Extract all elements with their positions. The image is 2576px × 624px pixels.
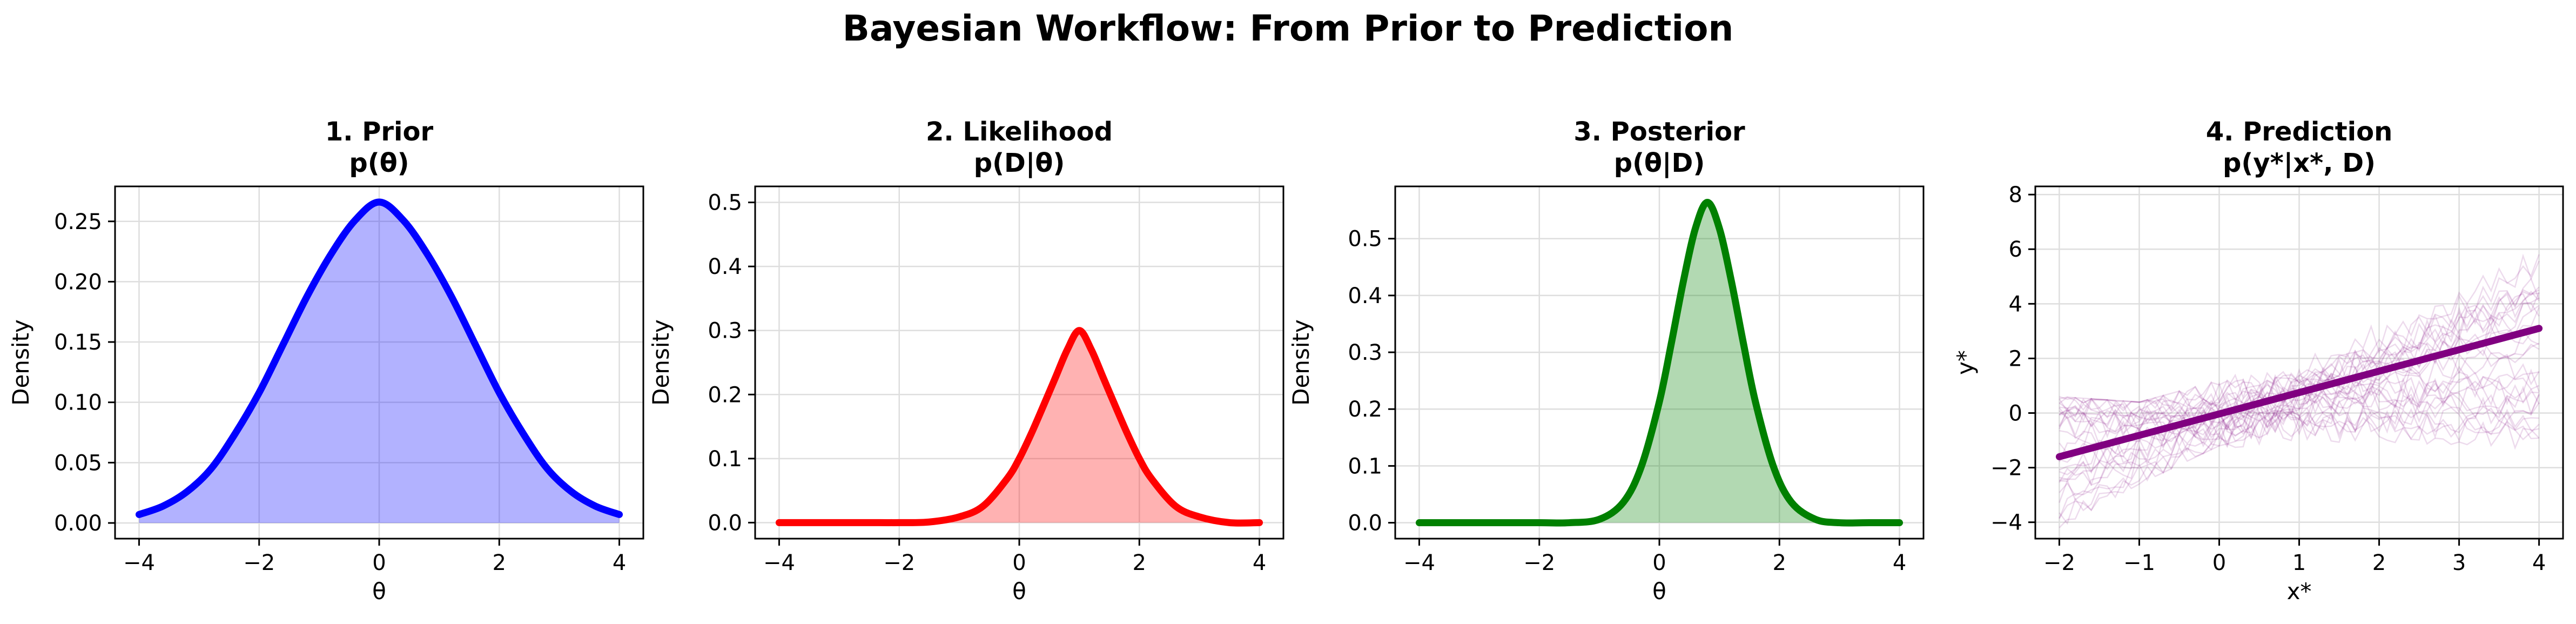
x-tick-label: −1 xyxy=(2123,551,2155,575)
x-tick-label: 4 xyxy=(2532,551,2546,575)
chart-subtitle: p(θ|D) xyxy=(1614,148,1705,178)
y-axis-label: Density xyxy=(648,319,674,406)
x-axis-label: θ xyxy=(372,578,386,605)
y-tick-label: 0.05 xyxy=(54,451,102,475)
y-tick-label: 0.0 xyxy=(1348,511,1382,536)
y-tick-label: 0.25 xyxy=(54,210,102,234)
y-tick-label: 4 xyxy=(2009,292,2022,317)
x-tick-label: 4 xyxy=(1253,551,1266,575)
density-curve xyxy=(1415,198,1904,527)
prediction-sample-line xyxy=(2059,292,2539,482)
y-axis-label: Density xyxy=(1288,319,1314,406)
prediction-sample-line xyxy=(2059,377,2539,419)
prediction-sample-line xyxy=(2059,406,2539,439)
y-tick-label: −2 xyxy=(1990,456,2022,481)
prediction-sample-line xyxy=(2059,392,2540,439)
prediction-sample-line xyxy=(2059,292,2540,471)
prediction-sample-line xyxy=(2059,305,2540,519)
prediction-sample-line xyxy=(2059,397,2540,441)
figure-title: Bayesian Workflow: From Prior to Predict… xyxy=(842,8,1734,49)
x-tick-label: 0 xyxy=(1012,551,1026,575)
y-tick-label: 0.00 xyxy=(54,511,102,536)
x-axis-label: θ xyxy=(1652,578,1666,605)
x-tick-label: 4 xyxy=(1893,551,1906,575)
x-axis-label: x* xyxy=(2287,578,2312,605)
prediction-sample-line xyxy=(2059,406,2539,442)
prediction-sample-line xyxy=(2059,307,2540,486)
y-tick-label: 0.0 xyxy=(708,511,742,535)
y-tick-label: 0.1 xyxy=(1348,454,1382,479)
x-tick-label: −4 xyxy=(123,551,155,575)
x-tick-label: −2 xyxy=(1523,551,1555,575)
chart-title: 3. Posterior xyxy=(1573,117,1745,147)
chart-subtitle: p(y*|x*, D) xyxy=(2223,148,2376,178)
density-fill-area xyxy=(1419,202,1900,524)
prediction-sample-line xyxy=(2059,353,2539,481)
chart-subtitle: p(D|θ) xyxy=(974,148,1065,178)
prediction-sample-line xyxy=(2059,373,2540,411)
x-tick-label: −2 xyxy=(243,551,275,575)
prediction-sample-line xyxy=(2059,277,2540,486)
prediction-sample-line xyxy=(2059,254,2540,480)
chart-title: 1. Prior xyxy=(325,117,434,147)
density-fill-area xyxy=(139,202,620,523)
y-tick-label: 6 xyxy=(2009,237,2022,262)
y-tick-label: 0.20 xyxy=(54,270,102,294)
x-tick-label: −4 xyxy=(763,551,795,575)
prediction-sample-line xyxy=(2059,385,2540,419)
y-tick-label: 0.5 xyxy=(708,191,742,216)
chart-title: 2. Likelihood xyxy=(926,117,1113,147)
y-tick-label: 0.3 xyxy=(708,319,742,344)
x-tick-label: 0 xyxy=(372,551,386,575)
y-tick-label: 0.2 xyxy=(1348,397,1382,422)
x-tick-label: 2 xyxy=(1133,551,1146,575)
x-tick-label: −2 xyxy=(2043,551,2075,575)
y-tick-label: 0 xyxy=(2009,401,2022,426)
x-tick-label: 1 xyxy=(2292,551,2306,575)
x-tick-label: 0 xyxy=(2212,551,2226,575)
x-tick-label: 3 xyxy=(2452,551,2466,575)
prediction-sample-line xyxy=(2059,253,2540,528)
y-axis-label: y* xyxy=(1952,350,1979,375)
y-tick-label: 0.15 xyxy=(54,330,102,355)
prediction-sample-line xyxy=(2059,286,2540,463)
y-tick-label: 0.2 xyxy=(708,383,742,407)
x-tick-label: 2 xyxy=(1773,551,1786,575)
density-curve xyxy=(775,327,1263,527)
chart-title: 4. Prediction xyxy=(2206,117,2393,147)
prediction-mean-line xyxy=(2055,325,2543,460)
x-tick-label: −4 xyxy=(1403,551,1435,575)
y-tick-label: 0.4 xyxy=(1348,284,1382,308)
prediction-sample-line xyxy=(2059,302,2540,503)
x-tick-label: 2 xyxy=(493,551,506,575)
y-tick-label: −4 xyxy=(1990,511,2022,535)
y-tick-label: 0.10 xyxy=(54,391,102,415)
y-tick-label: 0.4 xyxy=(708,254,742,279)
x-tick-label: 4 xyxy=(613,551,626,575)
prediction-sample-line xyxy=(2059,410,2539,442)
y-tick-label: 8 xyxy=(2009,183,2022,207)
y-tick-label: 0.5 xyxy=(1348,227,1382,252)
prediction-sample-line xyxy=(2059,288,2540,496)
x-tick-label: 0 xyxy=(1652,551,1666,575)
prediction-sample-line xyxy=(2059,297,2540,519)
prediction-sample-line xyxy=(2059,402,2540,450)
y-tick-label: 0.1 xyxy=(708,447,742,472)
prediction-sample-line xyxy=(2059,343,2540,455)
density-curve xyxy=(135,198,623,518)
prediction-sample-line xyxy=(2059,368,2540,437)
x-tick-label: 2 xyxy=(2372,551,2386,575)
prediction-sample-line xyxy=(2059,363,2540,405)
y-tick-label: 2 xyxy=(2009,346,2022,371)
x-axis-label: θ xyxy=(1012,578,1026,605)
chart-subtitle: p(θ) xyxy=(349,148,409,178)
y-tick-label: 0.3 xyxy=(1348,340,1382,365)
prediction-sample-line xyxy=(2059,290,2540,525)
y-axis-label: Density xyxy=(8,319,34,406)
density-fill-area xyxy=(779,330,1260,524)
prediction-sample-line xyxy=(2059,343,2540,425)
x-tick-label: −2 xyxy=(883,551,915,575)
